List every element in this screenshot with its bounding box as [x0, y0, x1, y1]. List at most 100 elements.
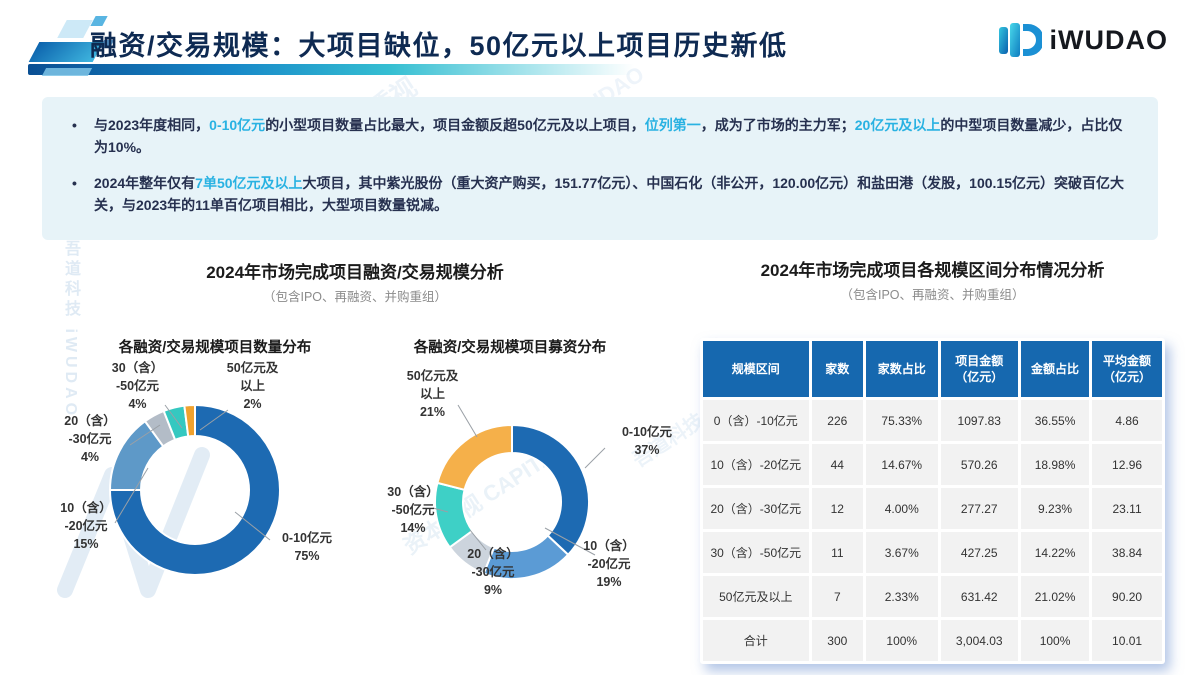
- left-section-title-text: 2024年市场完成项目融资/交易规模分析: [206, 263, 504, 282]
- highlight-text: 位列第一: [644, 117, 701, 133]
- highlight-text: 20亿元及以上: [854, 117, 941, 133]
- right-section-title: 2024年市场完成项目各规模区间分布情况分析 （包含IPO、再融资、并购重组）: [700, 256, 1165, 303]
- table-row: 0（含）-10亿元 226 75.33% 1097.83 36.55% 4.86: [703, 400, 1162, 441]
- slice-label: 50亿元及 以上 2%: [226, 361, 279, 411]
- body-text: 大项目，其中紫光股份（重大资产购买，151.77亿元）、中国石化（非公开，120…: [94, 174, 1124, 214]
- summary-bullet-1-text: 与2023年度相同，0-10亿元的小型项目数量占比最大，项目金额反超50亿元及以…: [94, 114, 1128, 159]
- summary-bullet-1: • 与2023年度相同，0-10亿元的小型项目数量占比最大，项目金额反超50亿元…: [72, 114, 1128, 159]
- table-cell: 23.11: [1092, 488, 1162, 529]
- table-cell: 0（含）-10亿元: [703, 400, 809, 441]
- table-cell: 10.01: [1092, 620, 1162, 661]
- highlight-text: 7单50亿元及以上: [195, 174, 303, 191]
- table-header-cell: 项目金额 （亿元）: [940, 341, 1018, 397]
- summary-bullet-2-text: 2024年整年仅有7单50亿元及以上大项目，其中紫光股份（重大资产购买，151.…: [94, 172, 1128, 217]
- donut-count-title: 各融资/交易规模项目数量分布: [118, 340, 312, 356]
- iwudao-logo: iWUDAO: [996, 18, 1168, 62]
- table-row: 20（含）-30亿元 12 4.00% 277.27 9.23% 23.11: [703, 488, 1162, 529]
- table-header-cell: 金额占比: [1021, 341, 1090, 397]
- table-cell: 570.26: [940, 444, 1018, 485]
- header-decoration: [41, 68, 93, 76]
- table-cell: 1097.83: [940, 400, 1018, 441]
- table-cell: 14.67%: [866, 444, 938, 485]
- table-row: 合计 300 100% 3,004.03 100% 10.01: [703, 620, 1162, 661]
- table-cell: 7: [811, 576, 863, 617]
- donut-slice-0: [108, 403, 281, 576]
- table-cell: 50亿元及以上: [703, 576, 809, 617]
- table-cell: 100%: [866, 620, 938, 661]
- table-cell: 277.27: [940, 488, 1018, 529]
- left-section-subtitle: （包含IPO、再融资、并购重组）: [262, 290, 448, 304]
- highlight-text: 0-10亿元: [209, 117, 266, 133]
- table-row: 30（含）-50亿元 11 3.67% 427.25 14.22% 38.84: [703, 532, 1162, 573]
- table-row: 50亿元及以上 7 2.33% 631.42 21.02% 90.20: [703, 576, 1162, 617]
- table-header-cell: 规模区间: [703, 341, 809, 397]
- header-decoration: [57, 20, 93, 38]
- body-text: 2024年整年仅有: [94, 174, 196, 191]
- table-cell: 631.42: [940, 576, 1018, 617]
- summary-bullet-2: • 2024年整年仅有7单50亿元及以上大项目，其中紫光股份（重大资产购买，15…: [72, 172, 1128, 217]
- table-cell: 36.55%: [1021, 400, 1090, 441]
- body-text: 的中型项目数量减少，占比仅为10%。: [94, 117, 1123, 156]
- iwudao-logo-text: iWUDAO: [1049, 24, 1168, 55]
- bullet-marker: •: [72, 174, 77, 191]
- slice-label: 30（含） -50亿元 14%: [387, 485, 439, 535]
- slice-label: 10（含） -20亿元 15%: [60, 501, 112, 551]
- summary-box: • 与2023年度相同，0-10亿元的小型项目数量占比最大，项目金额反超50亿元…: [42, 97, 1158, 240]
- table-cell: 4.86: [1092, 400, 1162, 441]
- left-section-title: 2024年市场完成项目融资/交易规模分析 （包含IPO、再融资、并购重组）: [100, 258, 610, 305]
- donut-slice-4: [183, 403, 196, 438]
- table-header-cell: 家数占比: [866, 341, 938, 397]
- slice-label: 30（含） -50亿元 4%: [111, 361, 164, 411]
- body-text: 与2023年度相同，: [94, 117, 210, 133]
- table-cell: 20（含）-30亿元: [703, 488, 809, 529]
- slice-label: 50亿元及 以上 21%: [406, 369, 459, 419]
- table-cell: 38.84: [1092, 532, 1162, 573]
- table-cell: 2.33%: [866, 576, 938, 617]
- table-cell: 合计: [703, 620, 809, 661]
- slice-label: 20（含） -30亿元 9%: [467, 547, 519, 597]
- donut-chart-fundraising: [434, 423, 590, 580]
- table-cell: 21.02%: [1021, 576, 1090, 617]
- table-cell: 3,004.03: [940, 620, 1018, 661]
- iwudao-logo-icon: [998, 23, 1042, 57]
- table-cell: 12: [811, 488, 863, 529]
- table-cell: 300: [811, 620, 863, 661]
- slice-label: 0-10亿元 37%: [621, 425, 673, 457]
- page-title: 融资/交易规模：大项目缺位，50亿元以上项目历史新低: [90, 31, 788, 61]
- table-cell: 100%: [1021, 620, 1090, 661]
- leader-lines: [114, 404, 606, 556]
- table-cell: 90.20: [1092, 576, 1162, 617]
- table-header-cell: 家数: [811, 341, 863, 397]
- table-cell: 11: [811, 532, 863, 573]
- table-cell: 9.23%: [1021, 488, 1090, 529]
- slice-label: 20（含） -30亿元 4%: [64, 414, 116, 464]
- table-row: 10（含）-20亿元 44 14.67% 570.26 18.98% 12.96: [703, 444, 1162, 485]
- donut-chart-project-count: [108, 403, 281, 576]
- table-cell: 18.98%: [1021, 444, 1090, 485]
- table-cell: 427.25: [940, 532, 1018, 573]
- bullet-marker: •: [72, 117, 77, 133]
- body-text: 的小型项目数量占比最大，项目金额反超50亿元及以上项目，: [265, 117, 645, 133]
- title-underline-band: [28, 64, 653, 75]
- scale-distribution-table: 规模区间 家数 家数占比 项目金额 （亿元） 金额占比 平均金额 （亿元） 0（含）-10亿元…: [700, 338, 1165, 664]
- table-cell: 30（含）-50亿元: [703, 532, 809, 573]
- table-cell: 14.22%: [1021, 532, 1090, 573]
- table-cell: 44: [811, 444, 863, 485]
- body-text: ，成为了市场的主力军；: [700, 117, 855, 133]
- right-section-title-text: 2024年市场完成项目各规模区间分布情况分析: [760, 261, 1105, 280]
- slice-label: 0-10亿元 75%: [281, 531, 333, 563]
- table-cell: 226: [811, 400, 863, 441]
- table-cell: 3.67%: [866, 532, 938, 573]
- table-header-cell: 平均金额 （亿元）: [1092, 341, 1162, 397]
- table-cell: 12.96: [1092, 444, 1162, 485]
- donut-amount-title: 各融资/交易规模项目募资分布: [413, 340, 607, 356]
- right-section-subtitle: （包含IPO、再融资、并购重组）: [840, 288, 1025, 302]
- slice-label: 10（含） -20亿元 19%: [583, 539, 635, 589]
- table-cell: 75.33%: [866, 400, 938, 441]
- table-cell: 4.00%: [866, 488, 938, 529]
- table-cell: 10（含）-20亿元: [703, 444, 809, 485]
- donut-slice-4: [436, 423, 513, 492]
- donut-slice-0: [511, 423, 590, 557]
- watermark: 吾道科技 iWUDAO: [62, 240, 79, 420]
